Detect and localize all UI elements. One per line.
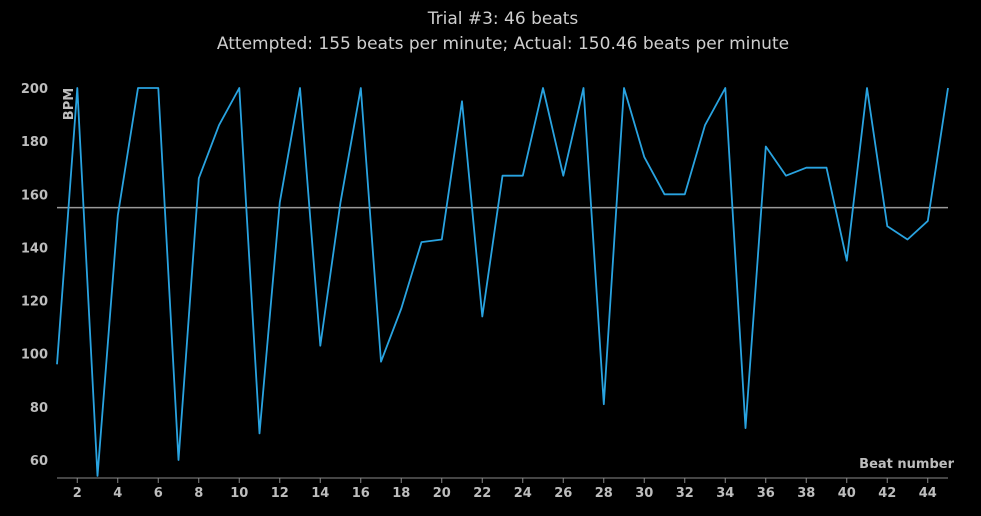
x-tick-label: 38 <box>797 486 815 501</box>
y-axis-label: BPM <box>62 88 77 120</box>
x-tick-label: 30 <box>635 486 653 501</box>
x-axis: 2 4 6 8 10 12 14 16 18 20 22 24 26 28 30 32 34 36 38 40 42 44 <box>57 477 948 501</box>
x-tick-label: 18 <box>392 486 410 501</box>
x-tick-label: 8 <box>194 486 203 501</box>
y-tick-label: 80 <box>30 401 48 416</box>
y-tick-label: 100 <box>21 348 48 363</box>
x-tick-label: 44 <box>919 486 937 501</box>
y-tick-label: 160 <box>21 188 48 203</box>
x-tick-label: 16 <box>352 486 370 501</box>
x-tick-label: 28 <box>595 486 613 501</box>
x-tick-label: 2 <box>73 486 82 501</box>
y-tick-label: 60 <box>30 454 48 469</box>
bpm-series-line <box>56 87 949 477</box>
y-tick-label: 180 <box>21 135 48 150</box>
x-tick-label: 4 <box>113 486 122 501</box>
chart-title: Trial #3: 46 beats <box>427 9 579 29</box>
x-tick-label: 14 <box>311 486 329 501</box>
y-axis: 60 80 100 120 140 160 180 200 <box>21 82 48 469</box>
y-tick-label: 200 <box>21 82 48 97</box>
x-tick-label: 40 <box>838 486 856 501</box>
y-tick-label: 140 <box>21 241 48 256</box>
x-tick-label: 20 <box>433 486 451 501</box>
x-tick-label: 32 <box>676 486 694 501</box>
x-tick-label: 34 <box>716 486 734 501</box>
x-tick-label: 6 <box>154 486 163 501</box>
x-axis-label: Beat number <box>859 457 954 472</box>
x-tick-label: 22 <box>473 486 491 501</box>
x-tick-label: 10 <box>230 486 248 501</box>
x-tick-label: 42 <box>878 486 896 501</box>
chart-subtitle: Attempted: 155 beats per minute; Actual:… <box>217 34 789 54</box>
y-tick-label: 120 <box>21 295 48 310</box>
x-tick-label: 26 <box>554 486 572 501</box>
x-tick-label: 24 <box>514 486 532 501</box>
x-tick-label: 12 <box>271 486 289 501</box>
x-tick-label: 36 <box>757 486 775 501</box>
